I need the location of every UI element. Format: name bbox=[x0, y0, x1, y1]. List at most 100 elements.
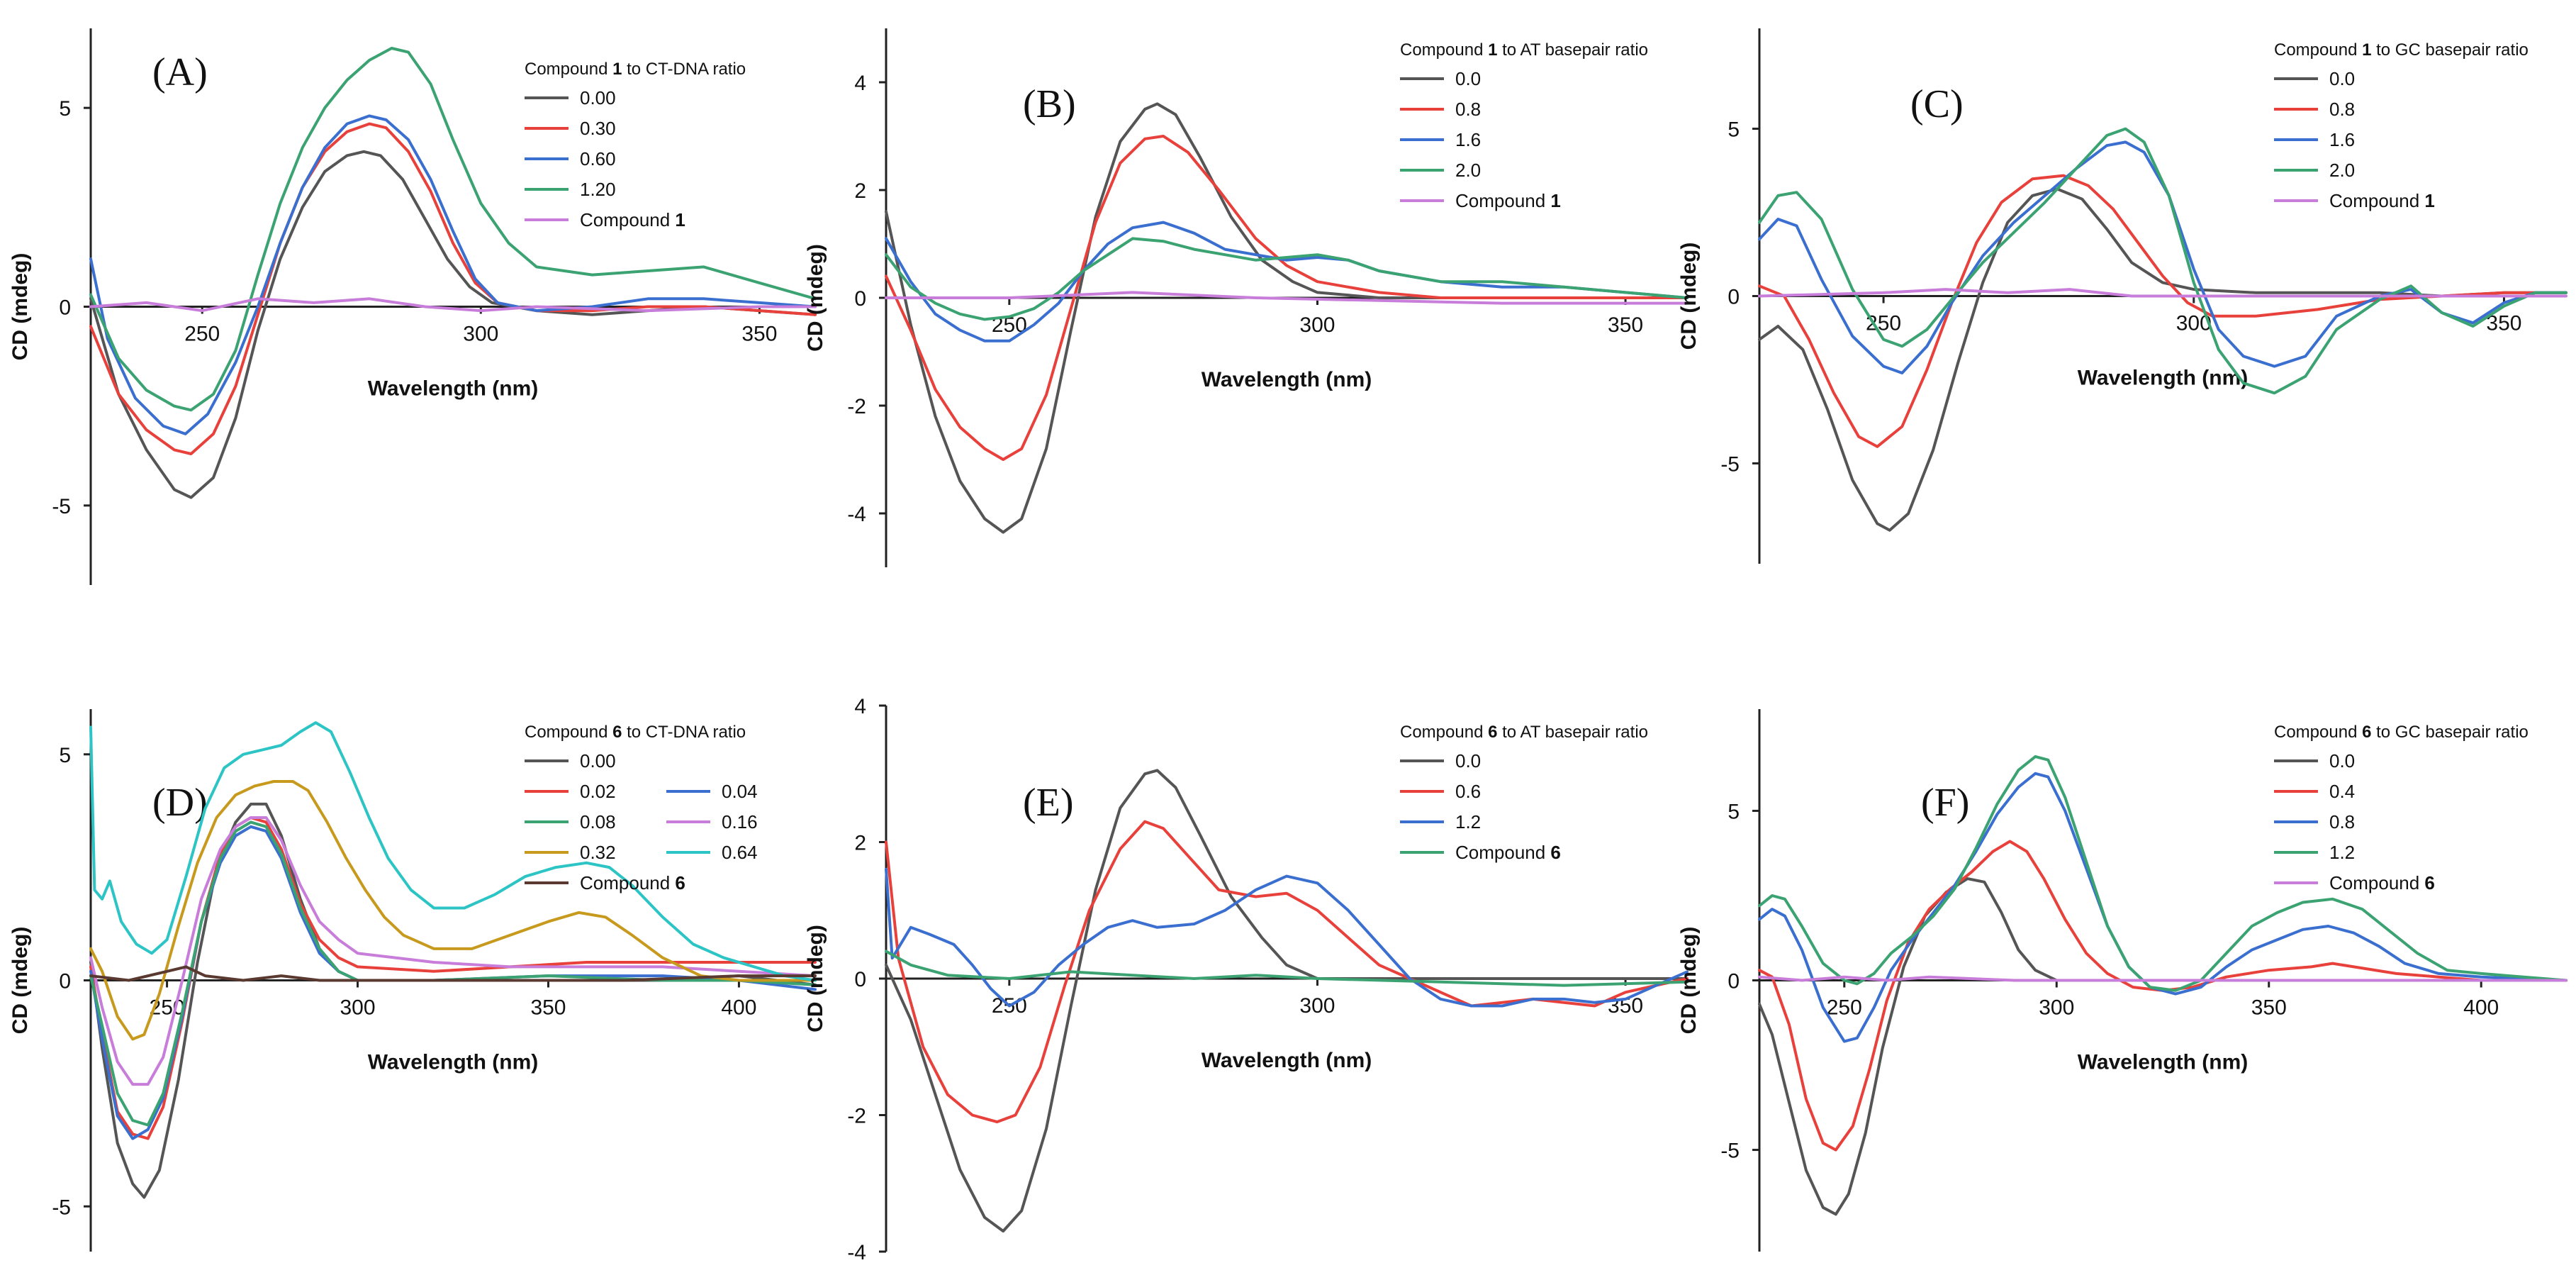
y-axis-title: CD (mdeg) bbox=[1677, 243, 1701, 350]
legend-entry-label: 0.16 bbox=[722, 811, 758, 833]
series-line bbox=[89, 721, 817, 982]
legend-title: Compound 6 to AT basepair ratio bbox=[1400, 723, 1648, 742]
series-line bbox=[1758, 755, 2567, 992]
y-tick-label: 5 bbox=[59, 744, 71, 767]
panel-label: (B) bbox=[1023, 82, 1076, 126]
series-line bbox=[89, 122, 817, 455]
legend-entry-label: 2.0 bbox=[2329, 160, 2355, 181]
x-tick-label: 400 bbox=[721, 996, 756, 1020]
series-line bbox=[89, 816, 817, 1140]
x-tick-label: 250 bbox=[1866, 312, 1901, 335]
y-axis-title: CD (mdeg) bbox=[804, 925, 827, 1032]
series-line bbox=[1758, 187, 2567, 532]
legend-entry-label: 0.04 bbox=[722, 781, 758, 802]
legend-entry-label: 1.2 bbox=[1455, 811, 1481, 833]
legend-entry-label: 0.30 bbox=[580, 118, 616, 139]
y-tick-label: 4 bbox=[854, 72, 866, 95]
legend-entry-label: Compound 1 bbox=[1455, 190, 1561, 211]
series-line bbox=[89, 47, 817, 412]
series-line bbox=[1758, 288, 2567, 298]
panel-label: (E) bbox=[1023, 781, 1074, 825]
x-tick-label: 300 bbox=[2039, 996, 2074, 1020]
y-axis-title: CD (mdeg) bbox=[9, 253, 32, 361]
series-line bbox=[89, 816, 817, 1086]
x-tick-label: 350 bbox=[741, 323, 777, 346]
legend-entry-label: 0.4 bbox=[2329, 781, 2355, 802]
legend-entry-label: Compound 1 bbox=[580, 209, 685, 230]
series-line bbox=[1758, 174, 2567, 448]
series-line bbox=[1758, 127, 2567, 395]
series-line bbox=[1758, 140, 2567, 374]
legend-entry-label: 0.0 bbox=[1455, 750, 1481, 772]
series-line bbox=[1758, 975, 2567, 982]
legend-entry-label: 0.08 bbox=[580, 811, 616, 833]
legend-title: Compound 1 to CT-DNA ratio bbox=[525, 60, 746, 79]
series-line bbox=[89, 965, 817, 982]
legend-entry-label: 0.00 bbox=[580, 750, 616, 772]
x-axis-title: Wavelength (nm) bbox=[1202, 1049, 1372, 1072]
y-axis-title: CD (mdeg) bbox=[1677, 927, 1701, 1035]
series-line bbox=[89, 802, 817, 1199]
y-tick-label: -5 bbox=[52, 495, 71, 518]
chart-panel-f: -5 0 5 250 300 350 400 Wavelength (nm) CD (mdeg)… bbox=[1677, 709, 2567, 1252]
y-tick-label: 0 bbox=[854, 287, 866, 311]
series-line bbox=[885, 769, 1689, 1233]
legend-entry-label: 0.00 bbox=[580, 87, 616, 108]
legend-title: Compound 6 to GC basepair ratio bbox=[2274, 723, 2529, 742]
legend-entry-label: 2.0 bbox=[1455, 160, 1481, 181]
legend-title: Compound 1 to AT basepair ratio bbox=[1400, 40, 1648, 60]
series-line bbox=[1758, 772, 2567, 1043]
y-tick-label: -5 bbox=[1720, 1140, 1740, 1163]
x-axis-title: Wavelength (nm) bbox=[368, 1051, 539, 1074]
legend-entry-label: 1.6 bbox=[1455, 129, 1481, 150]
legend-entry-label: 0.8 bbox=[1455, 99, 1481, 120]
y-tick-label: 4 bbox=[854, 695, 866, 718]
legend-entry-label: 0.02 bbox=[580, 781, 616, 802]
legend-entry-label: Compound 6 bbox=[2329, 872, 2435, 893]
series-line bbox=[89, 114, 817, 435]
legend-entry-label: Compound 6 bbox=[1455, 842, 1561, 863]
x-tick-label: 400 bbox=[2463, 996, 2499, 1020]
series-line bbox=[885, 291, 1689, 305]
legend-title: Compound 6 to CT-DNA ratio bbox=[525, 723, 746, 742]
x-axis-title: Wavelength (nm) bbox=[1202, 368, 1372, 391]
x-tick-label: 250 bbox=[184, 323, 220, 346]
legend-title: Compound 1 to GC basepair ratio bbox=[2274, 40, 2529, 60]
x-axis-title: Wavelength (nm) bbox=[2078, 367, 2249, 390]
x-tick-label: 300 bbox=[463, 323, 498, 346]
legend-entry-label: 0.32 bbox=[580, 842, 616, 863]
x-tick-label: 350 bbox=[2486, 312, 2521, 335]
y-tick-label: -4 bbox=[847, 503, 866, 526]
x-tick-label: 300 bbox=[340, 996, 375, 1020]
legend-entry-label: 0.8 bbox=[2329, 811, 2355, 833]
legend-entry-label: 0.0 bbox=[2329, 750, 2355, 772]
series-line bbox=[89, 297, 817, 313]
series-line bbox=[89, 820, 817, 1127]
y-tick-label: -2 bbox=[847, 1105, 866, 1128]
y-tick-label: 0 bbox=[854, 968, 866, 991]
y-tick-label: -5 bbox=[1720, 452, 1740, 476]
series-line bbox=[89, 780, 817, 1041]
y-tick-label: 0 bbox=[1727, 286, 1740, 309]
chart-panel-a: -5 0 5 250 300 350 Wavelength (nm) CD (mdeg) (A)… bbox=[9, 28, 817, 585]
legend-entry-label: 0.0 bbox=[2329, 68, 2355, 89]
y-tick-label: 0 bbox=[59, 970, 71, 993]
series-line bbox=[885, 950, 1689, 987]
y-tick-label: 5 bbox=[1727, 800, 1740, 823]
series-line bbox=[885, 868, 1689, 1008]
series-line bbox=[885, 135, 1689, 461]
x-axis-title: Wavelength (nm) bbox=[2078, 1051, 2249, 1074]
series-line bbox=[1758, 877, 2567, 1216]
series-line bbox=[89, 150, 817, 499]
legend-entry-label: Compound 6 bbox=[580, 872, 685, 893]
legend-entry-label: Compound 1 bbox=[2329, 190, 2435, 211]
series-line bbox=[1758, 840, 2567, 1152]
y-tick-label: 0 bbox=[59, 296, 71, 320]
legend-entry-label: 0.64 bbox=[722, 842, 758, 863]
y-axis-title: CD (mdeg) bbox=[9, 927, 32, 1035]
legend-entry-label: 0.6 bbox=[1455, 781, 1481, 802]
